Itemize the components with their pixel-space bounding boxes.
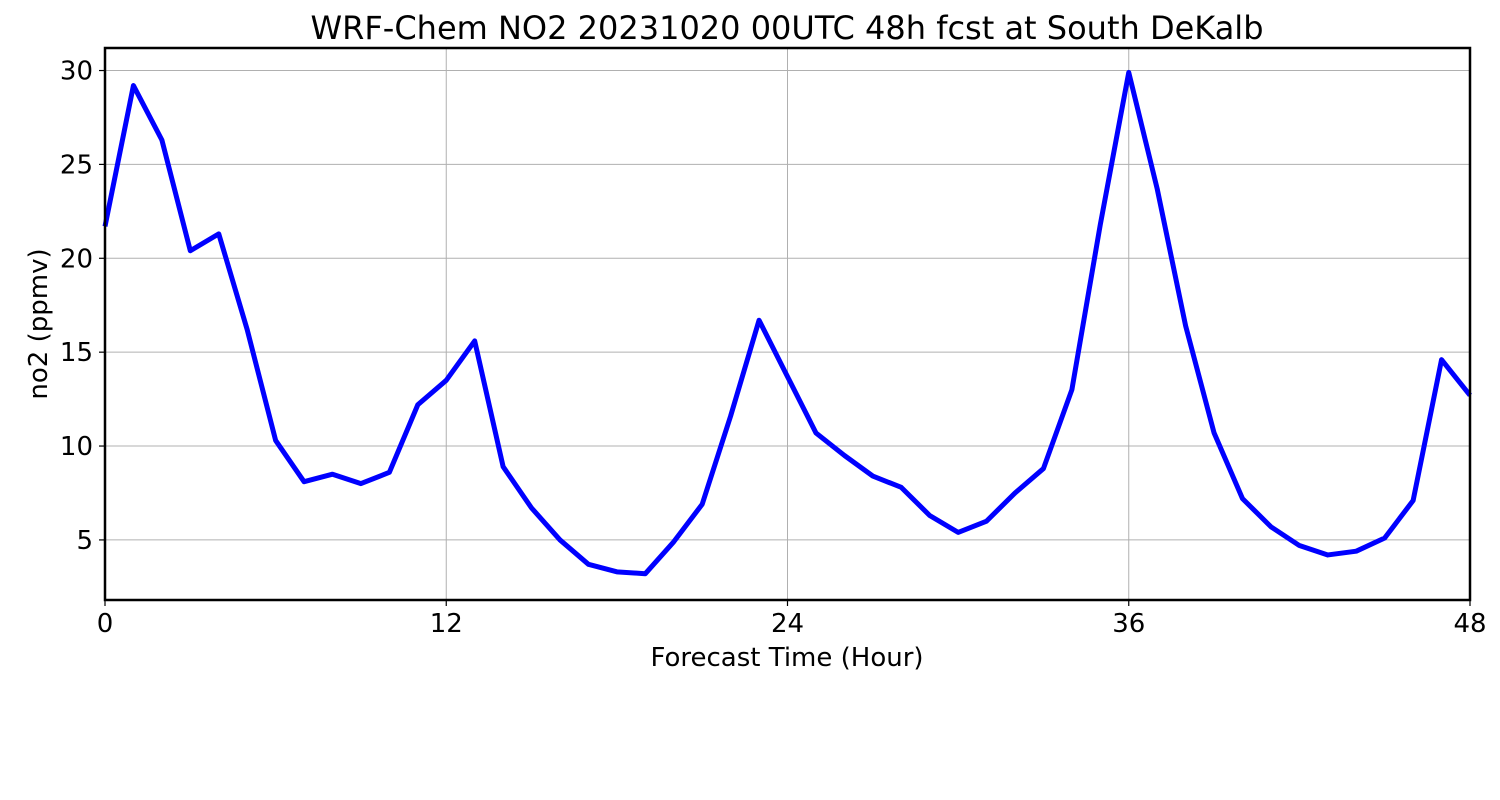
y-tick-label: 5 — [76, 526, 93, 556]
series-layer — [102, 69, 1472, 577]
x-axis: 0 12 24 36 48 — [97, 600, 1487, 639]
x-tick-label: 36 — [1112, 609, 1145, 639]
x-tick-label: 48 — [1453, 609, 1486, 639]
y-tick-label: 15 — [60, 338, 93, 368]
chart-title: WRF-Chem NO2 20231020 00UTC 48h fcst at … — [311, 9, 1264, 47]
y-tick-label: 25 — [60, 150, 93, 180]
x-tick-label: 24 — [771, 609, 804, 639]
y-tick-label: 30 — [60, 57, 93, 87]
x-tick-label: 12 — [430, 609, 463, 639]
y-tick-label: 20 — [60, 244, 93, 274]
x-tick-label: 0 — [97, 609, 114, 639]
no2-series-line — [102, 69, 1472, 577]
x-axis-label: Forecast Time (Hour) — [650, 643, 923, 673]
y-axis-label: no2 (ppmv) — [24, 248, 54, 399]
y-tick-label: 10 — [60, 432, 93, 462]
gridlines — [105, 48, 1470, 600]
y-axis: 5 10 15 20 25 30 — [60, 57, 105, 556]
